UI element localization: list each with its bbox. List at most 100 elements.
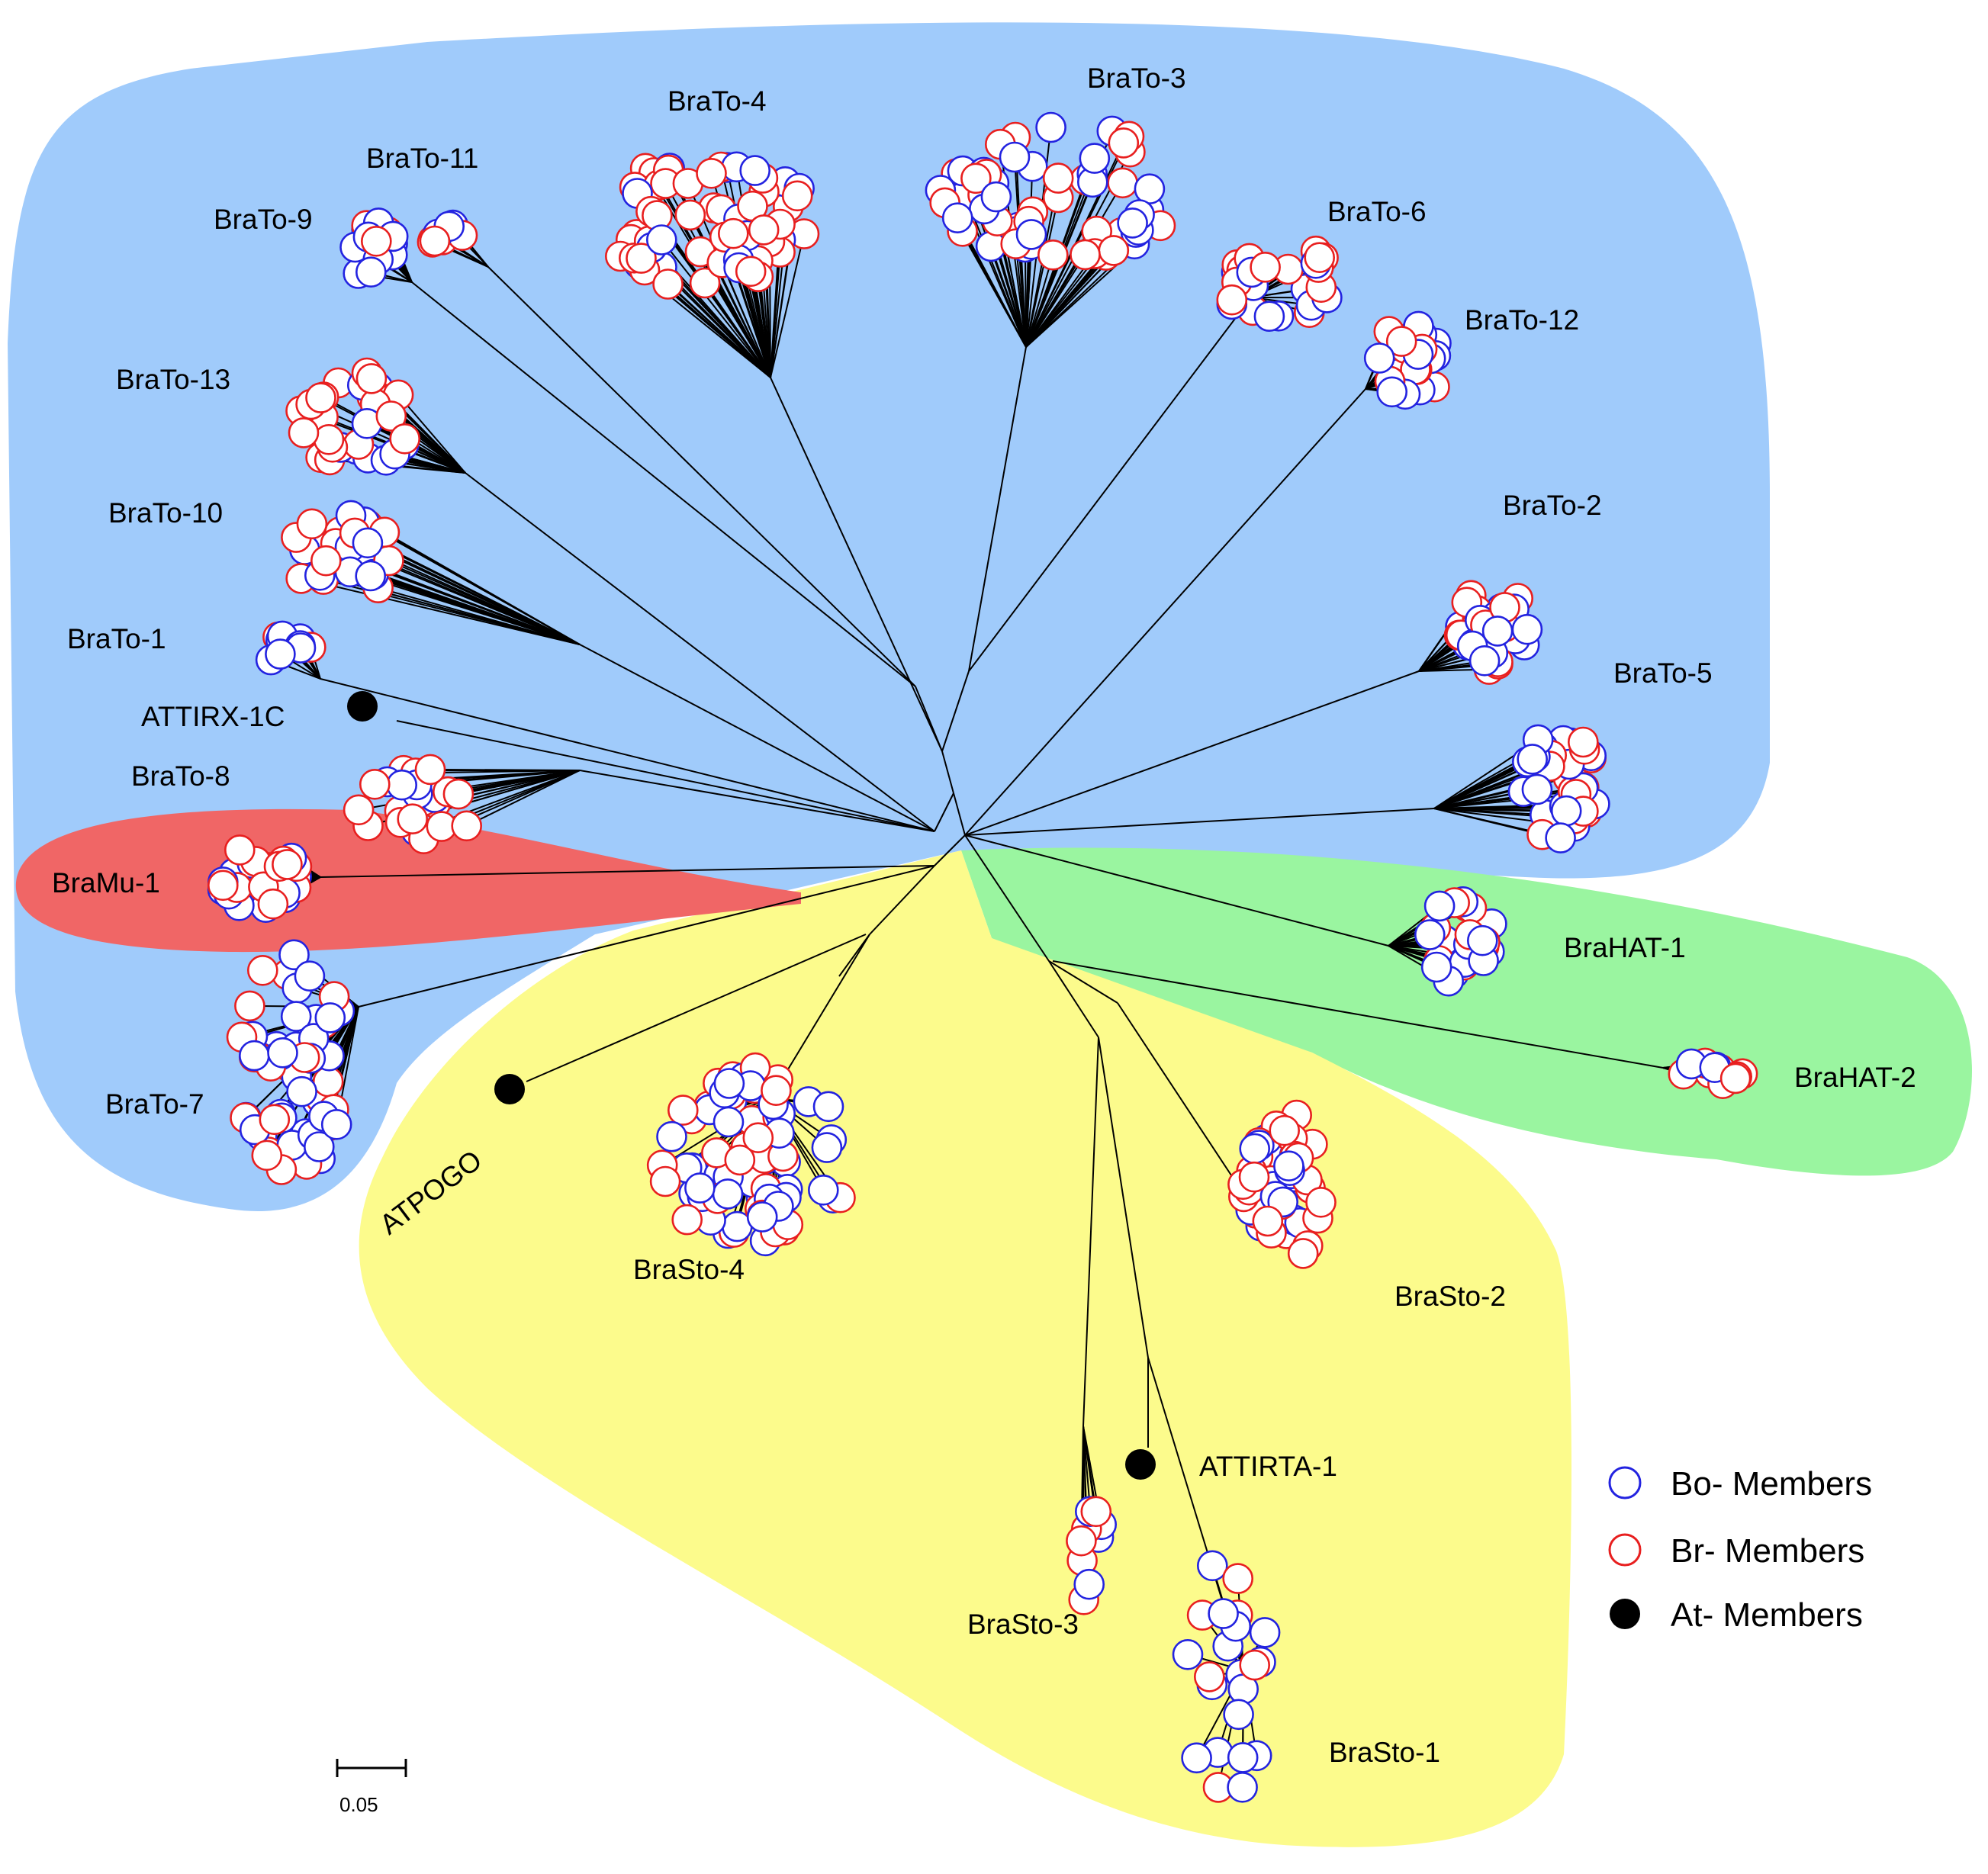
br-member-leaf-brasto-2: [1269, 1114, 1300, 1146]
brato-10-stem: [579, 644, 935, 832]
brato-1-stem: [320, 678, 935, 832]
backbone-branch: [934, 792, 954, 832]
br-member-leaf-brasto-3: [1080, 1496, 1112, 1528]
bo-member-leaf-brasto-3: [1073, 1568, 1105, 1600]
br-member-leaf-brasto-4: [671, 1204, 703, 1236]
region-red-mutator: [15, 808, 801, 953]
br-member-leaf-brato-6: [1250, 251, 1281, 283]
bo-member-leaf-brasto-4: [712, 1178, 744, 1210]
bo-member-leaf-brato-12: [1376, 376, 1407, 408]
br-member-leaf-brato-3: [1042, 162, 1074, 194]
backbone-branch: [953, 792, 966, 836]
br-member-leaf-brato-6: [1216, 284, 1248, 316]
legend-marker-at: [1610, 1599, 1640, 1629]
br-member-leaf-brato-11: [419, 225, 451, 257]
brato-8-twig: [466, 770, 581, 827]
legend-label-at: At- Members: [1671, 1596, 1863, 1634]
br-member-leaf-brato-4: [717, 217, 749, 249]
bo-member-leaf-brato-3: [941, 202, 973, 234]
bo-member-leaf-brato-1: [265, 638, 296, 670]
bo-member-leaf-brasto-4: [812, 1091, 844, 1123]
brato-4-stem: [770, 377, 943, 752]
br-member-leaf-brato-9: [360, 225, 392, 257]
bo-member-leaf-brato-7: [267, 1037, 298, 1069]
bo-member-leaf-brasto-1: [1181, 1742, 1212, 1774]
br-member-leaf-brato-8: [397, 803, 429, 834]
backbone-branch: [964, 834, 1050, 962]
clade-label-brato-1: BraTo-1: [67, 623, 166, 654]
brato-7-stem: [358, 865, 935, 1008]
clade-label-attirx: ATTIRX-1C: [141, 701, 285, 732]
attirx-branch: [396, 720, 935, 832]
br-member-leaf-brasto-1: [1222, 1563, 1253, 1594]
bo-member-leaf-brasto-1: [1223, 1699, 1254, 1731]
brato-10-twig: [370, 575, 581, 645]
clade-label-brahat-1: BraHAT-1: [1564, 932, 1686, 963]
at-member-marker-atpogo: [494, 1074, 525, 1104]
bo-member-leaf-brasto-1: [1249, 1617, 1281, 1648]
bo-member-leaf-brato-5: [1550, 795, 1582, 827]
bo-member-leaf-brato-7: [314, 1002, 346, 1033]
brato-2-stem: [964, 670, 1420, 836]
br-member-leaf-bramu-1: [272, 849, 303, 880]
bo-member-leaf-brato-3: [1134, 173, 1166, 204]
bo-member-leaf-brahat-1: [1467, 924, 1498, 956]
bo-member-leaf-brato-3: [1035, 111, 1066, 143]
clade-label-attirta: ATTIRTA-1: [1199, 1451, 1337, 1482]
bo-member-leaf-brato-5: [1517, 744, 1548, 775]
brahat-1-stem: [964, 834, 1389, 947]
br-member-leaf-brato-4: [735, 256, 767, 288]
brato-4-twig: [661, 239, 771, 378]
clade-label-brato-11: BraTo-11: [366, 143, 478, 174]
br-member-leaf-brato-13: [288, 417, 320, 448]
brato-5-twig: [1433, 793, 1577, 809]
brato-12-stem: [964, 388, 1366, 836]
bo-member-leaf-brahat-1: [1423, 890, 1456, 922]
bo-member-leaf-brato-7: [278, 939, 310, 971]
backbone-branch: [934, 834, 966, 866]
brato-3-twig: [1025, 254, 1054, 348]
bo-member-leaf-brato-6: [1253, 301, 1285, 333]
bo-member-leaf-brahat-1: [1414, 919, 1446, 950]
br-member-leaf-brasto-4: [724, 1144, 756, 1176]
br-member-leaf-brato-12: [1385, 326, 1417, 357]
br-member-leaf-brato-4: [696, 158, 727, 189]
br-member-leaf-brato-8: [442, 778, 474, 810]
br-member-leaf-brasto-1: [1194, 1661, 1225, 1692]
clade-label-brato-12: BraTo-12: [1465, 304, 1579, 336]
scale-bar-label: 0.05: [339, 1793, 378, 1816]
clade-label-brato-2: BraTo-2: [1503, 490, 1602, 521]
brato-9-stem: [411, 281, 916, 687]
br-member-leaf-bramu-1: [257, 888, 289, 920]
bo-member-leaf-brasto-1: [1227, 1742, 1259, 1773]
br-member-leaf-brasto-2: [1287, 1238, 1319, 1269]
bo-member-leaf-brasto-4: [808, 1175, 839, 1206]
br-member-leaf-bramu-1: [207, 869, 239, 902]
clade-label-brasto-1: BraSto-1: [1329, 1737, 1440, 1768]
brasto-2-stem: [1117, 1002, 1237, 1183]
clade-label-brato-7: BraTo-7: [105, 1088, 204, 1120]
scale-bar: 0.05: [336, 1759, 407, 1816]
brato-6-stem: [968, 297, 1252, 672]
bo-member-leaf-brato-5: [1521, 773, 1553, 805]
br-member-leaf-brasto-2: [1238, 1161, 1270, 1193]
backbone-branch: [941, 670, 970, 752]
bo-member-leaf-brato-7: [303, 1131, 335, 1162]
br-member-leaf-brasto-4: [742, 1122, 774, 1153]
br-member-leaf-brato-4: [626, 243, 657, 274]
brato-13-twig: [397, 394, 466, 474]
bo-member-leaf-brasto-4: [811, 1132, 843, 1163]
bo-member-leaf-brasto-2: [1273, 1150, 1304, 1181]
clade-label-bramu-1: BraMu-1: [52, 867, 160, 898]
br-member-leaf-brato-7: [234, 990, 265, 1022]
br-member-leaf-brato-6: [1304, 242, 1335, 274]
brato-4-twig: [738, 267, 771, 378]
clade-label-brato-9: BraTo-9: [214, 204, 313, 235]
bo-member-leaf-brasto-1: [1172, 1639, 1204, 1670]
brahat-2-stem: [1052, 960, 1664, 1069]
br-member-leaf-brato-3: [1098, 235, 1130, 266]
bo-member-leaf-brato-10: [355, 560, 387, 592]
br-member-leaf-brasto-1: [1239, 1649, 1270, 1681]
br-member-leaf-brato-4: [748, 214, 780, 246]
